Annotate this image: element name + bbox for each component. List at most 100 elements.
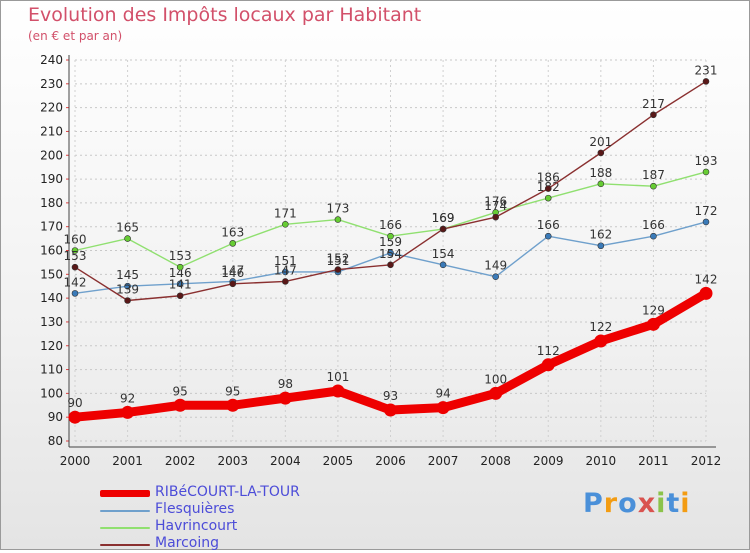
data-point-flesqui-res bbox=[544, 232, 552, 240]
data-point-marcoing bbox=[71, 263, 79, 271]
data-label-flesqui-res: 149 bbox=[484, 259, 507, 273]
data-label-flesqui-res: 162 bbox=[589, 228, 612, 242]
data-point-marcoing bbox=[439, 225, 447, 233]
x-tick-label: 2002 bbox=[165, 454, 196, 468]
x-tick-label: 2001 bbox=[112, 454, 143, 468]
data-label-havrincourt: 176 bbox=[484, 194, 507, 208]
x-tick-label: 2000 bbox=[60, 454, 91, 468]
data-point-marcoing bbox=[229, 280, 237, 288]
y-tick-label: 170 bbox=[40, 220, 63, 234]
data-point-havrincourt bbox=[702, 168, 710, 176]
chart-title: Evolution des Impôts locaux par Habitant bbox=[28, 4, 422, 26]
legend-swatch-flesquieres bbox=[100, 510, 150, 512]
data-point-havrincourt bbox=[387, 232, 394, 240]
data-label-havrincourt: 173 bbox=[326, 202, 349, 216]
data-label-rib-court-la-tour: 95 bbox=[173, 384, 188, 398]
data-point-rib-court-la-tour bbox=[699, 286, 713, 300]
data-point-flesqui-res bbox=[71, 290, 79, 297]
data-label-flesqui-res: 142 bbox=[64, 275, 87, 289]
data-label-marcoing: 141 bbox=[169, 278, 192, 292]
data-label-rib-court-la-tour: 93 bbox=[383, 389, 398, 403]
data-point-rib-court-la-tour bbox=[384, 403, 397, 417]
data-label-flesqui-res: 151 bbox=[326, 254, 349, 268]
data-label-marcoing: 201 bbox=[589, 135, 612, 149]
data-point-havrincourt bbox=[71, 247, 79, 254]
data-point-flesqui-res bbox=[282, 268, 289, 276]
data-point-marcoing bbox=[334, 266, 342, 273]
data-point-flesqui-res bbox=[492, 273, 499, 280]
y-tick-label: 140 bbox=[40, 291, 63, 305]
data-label-marcoing: 152 bbox=[326, 252, 349, 266]
x-tick-label: 2008 bbox=[480, 454, 511, 468]
data-label-havrincourt: 171 bbox=[274, 206, 297, 220]
x-tick-label: 2012 bbox=[691, 454, 722, 468]
data-point-rib-court-la-tour bbox=[436, 401, 450, 415]
proxiti-logo: Proxiti bbox=[583, 488, 691, 519]
data-label-rib-court-la-tour: 112 bbox=[537, 344, 560, 358]
data-label-rib-court-la-tour: 90 bbox=[67, 396, 82, 410]
y-tick-label: 180 bbox=[40, 196, 63, 210]
data-label-rib-court-la-tour: 92 bbox=[120, 391, 135, 405]
x-tick-label: 2004 bbox=[270, 454, 301, 468]
y-tick-label: 120 bbox=[40, 339, 63, 353]
data-point-rib-court-la-tour bbox=[173, 398, 187, 412]
data-label-rib-court-la-tour: 98 bbox=[278, 377, 293, 391]
data-label-rib-court-la-tour: 101 bbox=[326, 370, 349, 384]
logo-letter: x bbox=[637, 488, 657, 519]
y-tick-label: 80 bbox=[48, 434, 63, 448]
legend-label-ribecourt: RIBéCOURT-LA-TOUR bbox=[155, 484, 300, 500]
data-point-havrincourt bbox=[229, 240, 237, 247]
data-point-havrincourt bbox=[282, 221, 289, 228]
data-label-havrincourt: 169 bbox=[432, 211, 455, 225]
data-point-rib-court-la-tour bbox=[278, 391, 292, 405]
y-tick-label: 160 bbox=[40, 244, 63, 258]
data-label-flesqui-res: 147 bbox=[221, 263, 244, 277]
logo-letter: t bbox=[666, 488, 681, 519]
x-tick-label: 2003 bbox=[217, 454, 248, 468]
data-point-havrincourt bbox=[124, 235, 131, 242]
data-point-havrincourt bbox=[334, 216, 342, 223]
data-label-flesqui-res: 159 bbox=[379, 235, 402, 249]
legend-label-flesquieres: Flesquières bbox=[155, 501, 235, 517]
data-point-flesqui-res bbox=[439, 261, 447, 269]
data-point-rib-court-la-tour bbox=[646, 317, 660, 331]
logo-letter: i bbox=[656, 488, 667, 519]
data-label-marcoing: 217 bbox=[642, 97, 665, 111]
data-label-rib-court-la-tour: 95 bbox=[225, 384, 240, 398]
data-label-flesqui-res: 172 bbox=[695, 204, 718, 218]
legend-swatch-marcoing bbox=[100, 544, 150, 546]
data-label-marcoing: 154 bbox=[379, 247, 402, 261]
data-label-marcoing: 153 bbox=[64, 249, 87, 263]
legend-label-marcoing: Marcoing bbox=[155, 535, 220, 551]
data-point-marcoing bbox=[597, 149, 605, 157]
data-label-havrincourt: 165 bbox=[116, 221, 139, 235]
data-point-rib-court-la-tour bbox=[121, 405, 135, 419]
x-tick-label: 2005 bbox=[323, 454, 354, 468]
data-point-marcoing bbox=[282, 278, 289, 285]
legend-swatch-ribecourt bbox=[100, 490, 150, 497]
data-label-havrincourt: 187 bbox=[642, 168, 665, 182]
data-point-flesqui-res bbox=[387, 249, 394, 257]
data-point-flesqui-res bbox=[650, 232, 657, 240]
data-label-marcoing: 169 bbox=[432, 211, 455, 225]
logo-letter: o bbox=[618, 488, 638, 519]
data-point-rib-court-la-tour bbox=[541, 358, 555, 372]
data-label-havrincourt: 188 bbox=[589, 166, 612, 180]
data-label-rib-court-la-tour: 100 bbox=[484, 372, 507, 386]
data-point-marcoing bbox=[544, 185, 552, 192]
data-point-marcoing bbox=[124, 297, 131, 304]
data-label-flesqui-res: 154 bbox=[432, 247, 455, 261]
data-point-marcoing bbox=[650, 111, 657, 119]
y-tick-label: 100 bbox=[40, 386, 63, 400]
data-point-flesqui-res bbox=[124, 282, 131, 290]
x-tick-label: 2006 bbox=[375, 454, 406, 468]
data-point-marcoing bbox=[387, 261, 394, 269]
chart-subtitle: (en € et par an) bbox=[28, 29, 123, 43]
data-point-rib-court-la-tour bbox=[331, 384, 345, 398]
data-label-marcoing: 186 bbox=[537, 171, 560, 185]
y-tick-label: 150 bbox=[40, 267, 63, 281]
data-label-marcoing: 146 bbox=[221, 266, 244, 280]
legend-label-havrincourt: Havrincourt bbox=[155, 518, 238, 534]
logo-letter: r bbox=[603, 488, 619, 519]
